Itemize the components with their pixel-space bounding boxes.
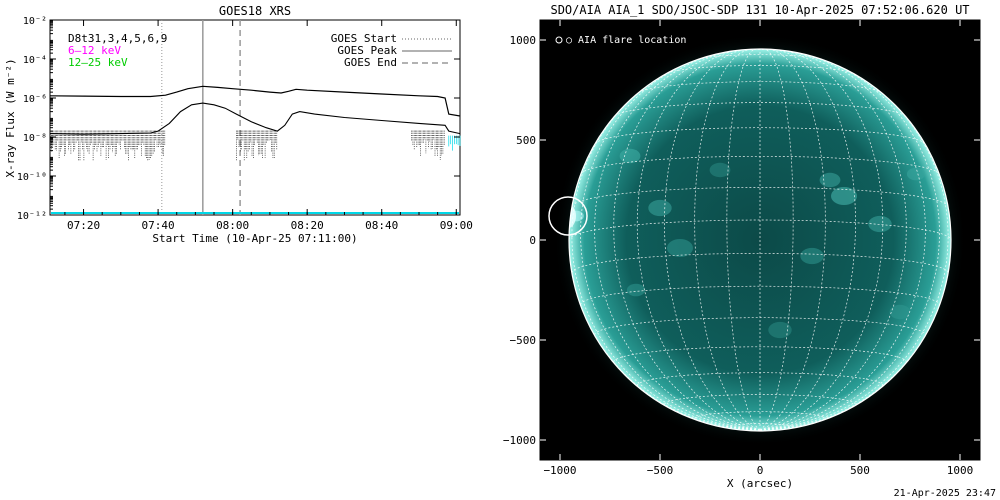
active-region — [800, 247, 824, 265]
aia-y-ticks: 1000 500 0 −500 −1000 — [503, 34, 980, 447]
aia-y-tick-label: 500 — [516, 134, 536, 147]
longitude-line — [636, 49, 761, 431]
aia-x-tick-label: 1000 — [947, 464, 974, 477]
longitude-line — [759, 49, 794, 431]
goes-x-ticks: 07:20 07:40 08:00 08:20 08:40 09:00 — [64, 20, 473, 232]
active-region — [906, 167, 926, 181]
goes-x-tick-label: 08:40 — [365, 219, 398, 232]
goes-xrs-plot: GOES18 XRS 07:20 07:40 08:00 08:20 08:40 09:0… — [4, 4, 473, 245]
latitude-line — [571, 187, 949, 207]
aia-title: SDO/AIA AIA_1 SDO/JSOC-SDP 131 10-Apr-20… — [550, 3, 969, 17]
flare-location-marker — [548, 196, 588, 236]
series-label-detectors: D8t31,3,4,5,6,9 — [68, 32, 167, 45]
goes-x-tick-label: 08:00 — [216, 219, 249, 232]
aia-y-tick-label: 1000 — [510, 34, 537, 47]
goes-series — [49, 85, 461, 214]
aia-image-plot: SDO/AIA AIA_1 SDO/JSOC-SDP 131 10-Apr-20… — [503, 3, 981, 490]
goes-y-tick-label: 10⁻⁸ — [23, 133, 47, 144]
longitude-line — [613, 50, 761, 431]
goes-y-tick-label: 10⁻⁴ — [23, 55, 47, 66]
aia-x-tick-label: −1000 — [543, 464, 576, 477]
goes-x-tick-label: 08:20 — [291, 219, 324, 232]
longitude-line — [594, 51, 761, 431]
goes-y-tick-label: 10⁻¹⁰ — [17, 172, 47, 183]
goes-x-tick-label: 07:40 — [142, 219, 175, 232]
goes-y-tick-label: 10⁻⁶ — [23, 94, 47, 105]
latitude-line — [614, 102, 906, 117]
flare-brightening — [569, 204, 576, 228]
goes-y-tick-label: 10⁻² — [23, 16, 47, 27]
active-region — [709, 162, 731, 178]
flare-legend-icon — [555, 36, 563, 44]
active-region — [868, 215, 892, 233]
aia-x-ticks: −1000 −500 0 500 1000 — [543, 20, 973, 477]
legend-goes-end: GOES End — [344, 56, 397, 69]
solar-limb — [568, 48, 952, 432]
aia-x-tick-label: 0 — [757, 464, 764, 477]
active-region — [768, 321, 792, 339]
longitude-line — [759, 51, 926, 431]
goes-y-tick-label: 10⁻¹² — [17, 211, 47, 222]
goes-y-axis-label: X-ray Flux (W m⁻²) — [4, 58, 17, 177]
aia-image — [548, 33, 967, 447]
active-region — [626, 283, 646, 297]
goes-plot-frame — [49, 19, 461, 216]
flare-legend-label: ○ AIA flare location — [566, 35, 686, 46]
active-region — [889, 304, 911, 320]
longitude-line — [759, 50, 907, 431]
active-region — [619, 148, 641, 164]
aia-x-tick-label: 500 — [850, 464, 870, 477]
longitude-line — [580, 56, 761, 431]
active-region — [819, 172, 841, 188]
goes-title: GOES18 XRS — [219, 4, 291, 18]
longitude-line — [726, 49, 761, 431]
goes-legend: GOES Start GOES Peak GOES End — [331, 32, 452, 69]
longitude-line — [759, 76, 949, 431]
aia-x-axis-label: X (arcsec) — [727, 477, 793, 490]
series-label-6-12kev: 6–12 keV — [68, 44, 121, 57]
longitude-line — [664, 49, 761, 431]
aia-y-tick-label: −500 — [510, 334, 537, 347]
active-region — [648, 199, 672, 217]
goes-series-short — [49, 102, 461, 135]
aia-y-tick-label: −1000 — [503, 434, 536, 447]
aia-x-tick-label: −500 — [647, 464, 674, 477]
longitude-line — [759, 49, 884, 431]
active-region — [831, 187, 857, 205]
goes-x-axis-label: Start Time (10-Apr-25 07:11:00) — [152, 232, 357, 245]
goes-x-tick-label: 09:00 — [440, 219, 473, 232]
legend-goes-peak: GOES Peak — [337, 44, 397, 57]
series-label-12-25kev: 12–25 keV — [68, 56, 128, 69]
goes-event-lines — [161, 20, 241, 215]
latitude-line — [694, 411, 826, 419]
goes-x-tick-label: 07:20 — [67, 219, 100, 232]
aia-y-tick-label: 0 — [529, 234, 536, 247]
goes-series-long — [49, 85, 461, 117]
footer-timestamp: 21-Apr-2025 23:47 — [894, 488, 996, 499]
longitude-line — [571, 76, 761, 431]
active-region — [667, 239, 693, 257]
latitude-line — [666, 65, 854, 74]
active-regions — [569, 148, 926, 339]
longitude-line — [759, 49, 856, 431]
longitude-line — [759, 56, 940, 431]
legend-goes-start: GOES Start — [331, 32, 397, 45]
goes-y-ticks: 10⁻¹² 10⁻¹⁰ 10⁻⁸ 10⁻⁶ 10⁻⁴ 10⁻² — [17, 16, 460, 222]
